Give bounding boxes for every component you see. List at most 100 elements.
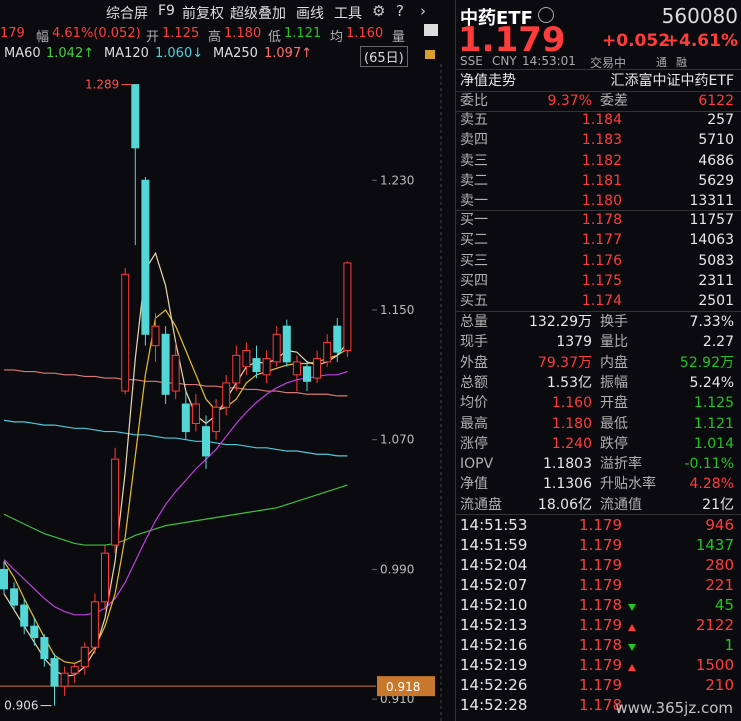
quote-field: 低 <box>268 30 282 45</box>
stat-row: 外盘 79.37万 内盘 52.92万 <box>456 353 741 373</box>
toolbar-icon[interactable]: ⚙ <box>372 2 386 20</box>
extreme-label: 1.289 <box>85 78 119 92</box>
stat-label: 换手 <box>600 314 628 330</box>
candle-body <box>161 333 170 395</box>
ratio-value: 6122 <box>698 93 734 109</box>
toolbar: 综合屏 F9 前复权 超级叠加 画线 工具 ⚙? › <box>0 0 445 24</box>
stat-label: IOPV <box>460 456 494 473</box>
stat-label: 流通盘 <box>460 496 502 513</box>
stat-value: 7.33% <box>689 314 734 330</box>
candle-body <box>252 358 261 373</box>
trade-price: 1.179 <box>579 656 622 674</box>
candle-body <box>50 658 59 687</box>
toolbar-badge[interactable] <box>424 24 438 36</box>
book-row: 买一 1.178 11757 <box>456 210 741 230</box>
book-row: 买五 1.174 2501 <box>456 291 741 311</box>
arrow-icon <box>628 644 636 651</box>
trade-time: 14:52:10 <box>460 596 528 614</box>
stat-row: 总量 132.29万 换手 7.33% <box>456 312 741 332</box>
trade-row: 14:52:16 1.178 1 <box>456 635 741 655</box>
book-volume: 5083 <box>698 252 734 269</box>
ratio-value: 9.37% <box>547 93 592 109</box>
book-volume: 5629 <box>698 172 734 189</box>
trade-row: 14:52:04 1.179 280 <box>456 555 741 575</box>
candle-body <box>70 666 79 674</box>
toolbar-button[interactable]: 超级叠加 <box>230 6 286 22</box>
badge[interactable]: 融 <box>676 56 687 69</box>
stat-value: 79.37万 <box>537 354 592 371</box>
trade-time: 14:52:13 <box>460 616 528 634</box>
candle-body <box>282 325 291 363</box>
stat-value: 1.1803 <box>543 456 592 473</box>
ma-legend: MA60 1.042↑ MA120 1.060↓ MA250 1.097↑ (65日) <box>0 44 445 67</box>
stat-value: 1.180 <box>551 415 592 432</box>
badge[interactable]: 通 <box>656 56 667 69</box>
ma-line <box>3 484 348 546</box>
book-row: 卖一 1.180 13311 <box>456 191 741 211</box>
trade-time: 14:52:16 <box>460 636 528 654</box>
quote-field: 均 <box>330 30 344 45</box>
trade-price: 1.179 <box>579 616 622 634</box>
quote-line: 179 幅 4.61%(0.052) 开 1.125 高 1.180 低 1.121 均 1.160… <box>0 24 445 45</box>
lock-icon <box>425 50 435 59</box>
toolbar-icon[interactable]: › <box>420 2 426 20</box>
info-icon[interactable] <box>538 7 554 23</box>
stat-value: 4.28% <box>689 476 734 493</box>
quote-field: 开 <box>146 30 160 45</box>
stat-label: 量比 <box>600 334 628 351</box>
stat-row: 流通盘 18.06亿 流通值 21亿 <box>456 495 741 515</box>
toolbar-button[interactable]: F9 <box>158 3 175 19</box>
toolbar-button[interactable]: 前复权 <box>182 6 224 22</box>
quote-meta: 交易中 <box>590 56 627 70</box>
stat-value: 1.121 <box>693 415 734 432</box>
stat-value: 1.1306 <box>543 476 592 493</box>
toolbar-button[interactable]: 画线 <box>296 6 324 22</box>
period-label[interactable]: (65日) <box>360 46 408 67</box>
trade-price: 1.179 <box>579 676 622 694</box>
last-price: 1.179 <box>458 20 566 60</box>
separator <box>456 210 741 211</box>
book-volume: 2501 <box>698 293 734 310</box>
chart: » 1.2301.1501.0700.9900.9100.9181.2890.9… <box>0 24 442 721</box>
candle-body <box>30 625 39 638</box>
stat-label: 开盘 <box>600 395 628 412</box>
stat-row: 涨停 1.240 跌停 1.014 <box>456 434 741 454</box>
nav-row: 净值走势 汇添富中证中药ETF <box>456 71 741 91</box>
candle-body <box>90 601 99 648</box>
trade-time: 14:52:19 <box>460 656 528 674</box>
watermark: www.365jz.com <box>615 699 733 717</box>
extreme-label: 0.906 <box>4 699 38 713</box>
book-volume: 4686 <box>698 152 734 169</box>
toolbar-button[interactable]: 综合屏 <box>106 6 148 22</box>
y-tick-label: 1.230 <box>380 173 414 187</box>
stat-row: 均价 1.160 开盘 1.125 <box>456 393 741 413</box>
trade-row: 14:52:28 1.178 <box>456 695 741 715</box>
book-row: 卖五 1.184 257 <box>456 110 741 130</box>
candle-body <box>202 426 210 457</box>
candle-body <box>303 366 311 382</box>
book-price: 1.178 <box>581 212 622 228</box>
quote-field: 量 <box>392 30 406 45</box>
trade-time: 14:52:07 <box>460 576 528 594</box>
candle-body <box>191 403 200 424</box>
y-tick-label: 1.070 <box>380 433 414 447</box>
book-price: 1.174 <box>581 293 622 310</box>
trade-row: 14:52:19 1.179 1500 <box>456 655 741 675</box>
book-row: 买二 1.177 14063 <box>456 230 741 250</box>
book-label: 买一 <box>460 212 488 228</box>
book-price: 1.177 <box>581 232 622 249</box>
candle-body <box>141 179 150 335</box>
quote-field: 1.125 <box>162 26 200 41</box>
toolbar-icon[interactable]: ? <box>396 2 404 20</box>
stat-value: 1.53亿 <box>546 374 592 391</box>
arrow-icon <box>628 604 636 611</box>
stat-value: 1.240 <box>551 435 592 452</box>
book-label: 卖二 <box>460 172 488 189</box>
stat-label: 跌停 <box>600 435 628 452</box>
quote-field: 高 <box>208 30 222 45</box>
toolbar-button[interactable]: 工具 <box>334 6 362 22</box>
trade-volume: 1500 <box>695 656 734 674</box>
stat-row: 净值 1.1306 升贴水率 4.28% <box>456 474 741 494</box>
stat-value: 21亿 <box>702 496 734 513</box>
